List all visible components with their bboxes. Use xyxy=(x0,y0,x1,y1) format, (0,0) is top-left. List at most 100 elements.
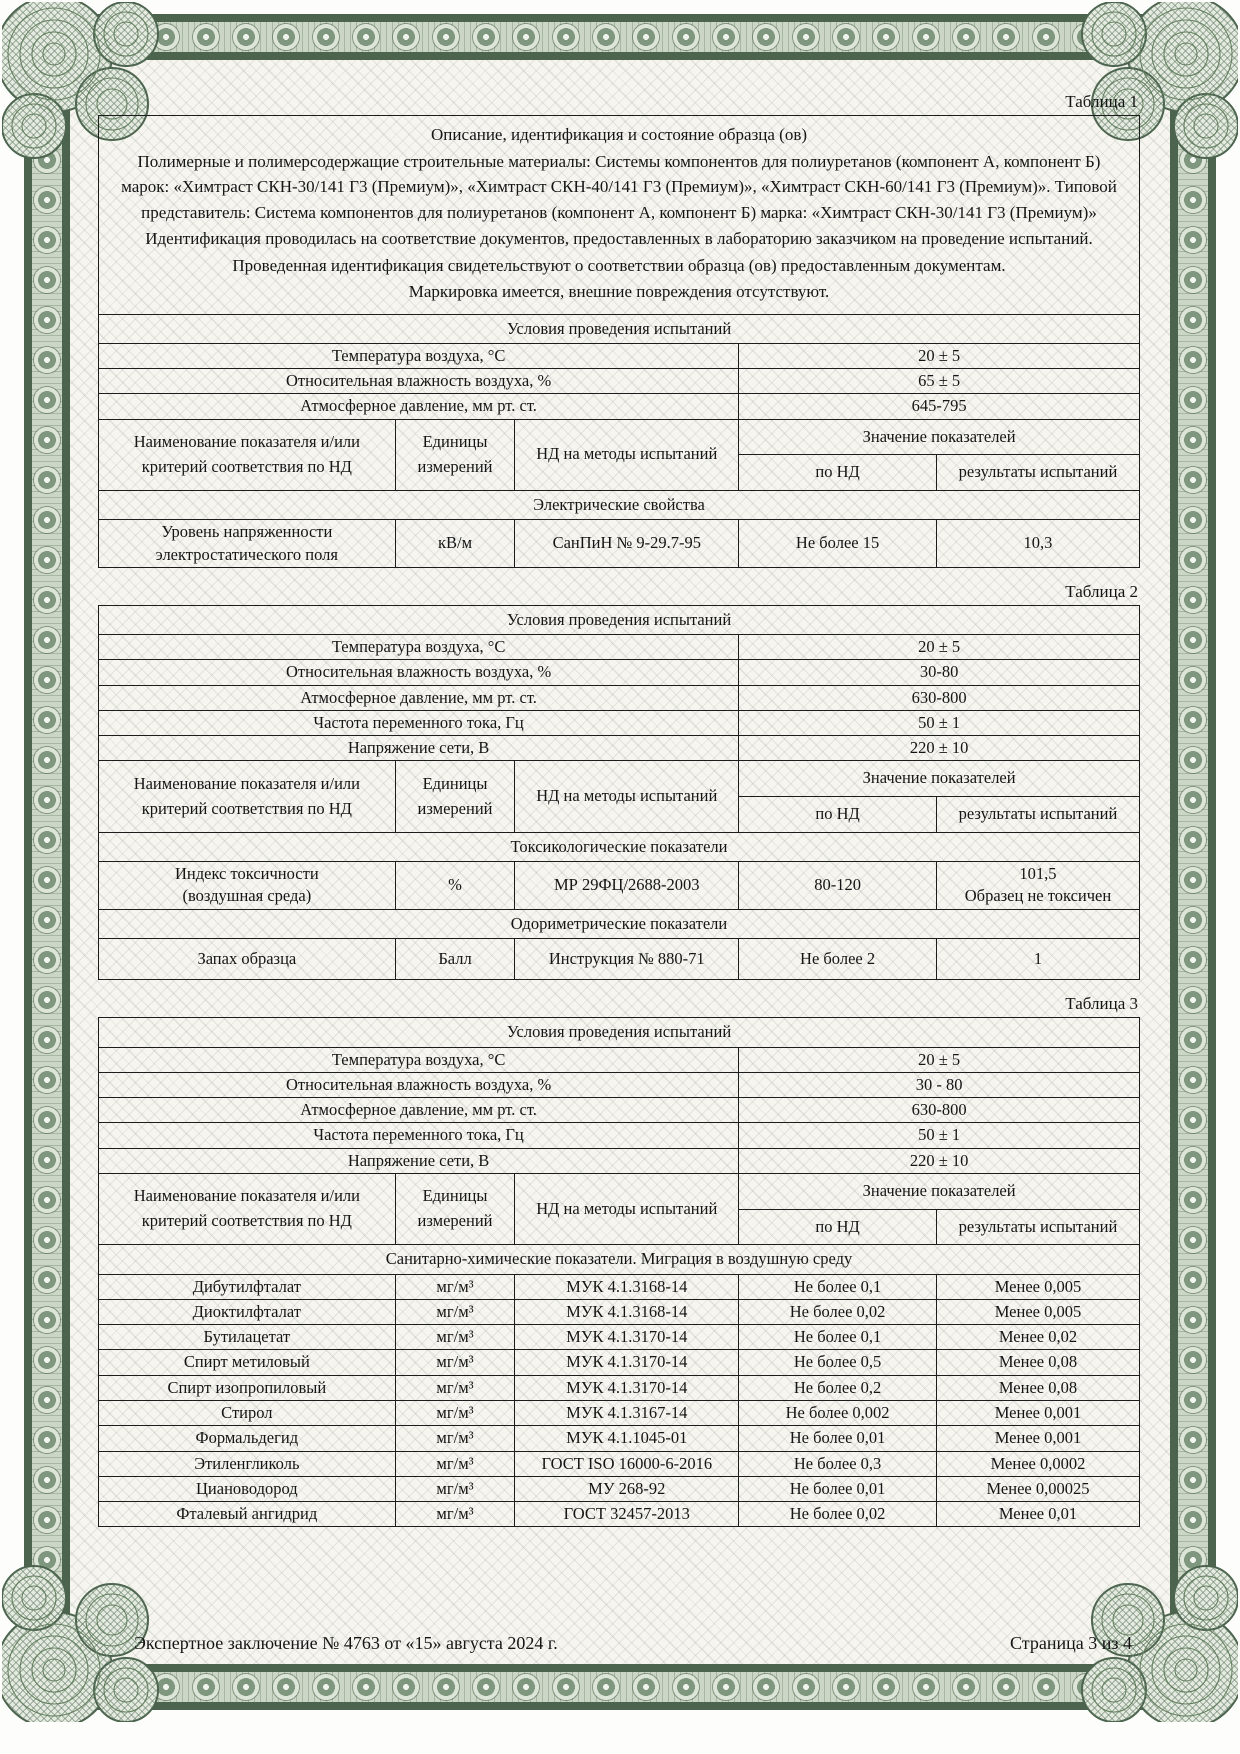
cell-units: мг/м³ xyxy=(394,1298,516,1326)
condition-label: Атмосферное давление, мм рт. ст. xyxy=(97,684,740,711)
document-content: Таблица 1 Описание, идентификация и сост… xyxy=(97,90,1141,1528)
condition-label: Атмосферное давление, мм рт. ст. xyxy=(97,393,740,420)
guilloche-border-right xyxy=(1170,20,1216,1704)
cell-method: МР 29ФЦ/2688-2003 xyxy=(514,861,740,910)
cell-result: Менее 0,00025 xyxy=(935,1475,1141,1503)
cell-units: мг/м³ xyxy=(394,1450,516,1477)
table-row: Относительная влажность воздуха, % 30 - … xyxy=(97,1071,1140,1099)
header-values: Значение показателей xyxy=(738,1172,1140,1210)
table-row: Формальдегид мг/м³ МУК 4.1.1045-01 Не бо… xyxy=(98,1425,1141,1452)
page-footer: Экспертное заключение № 4763 от «15» авг… xyxy=(134,1633,1132,1654)
cell-result: 10,3 xyxy=(935,519,1141,568)
cell-units: % xyxy=(394,861,516,910)
cell-result: 1 xyxy=(935,938,1141,981)
condition-value: 645-795 xyxy=(738,393,1140,420)
table-row: Атмосферное давление, мм рт. ст. 630-800 xyxy=(97,1097,1140,1124)
cell-result: Менее 0,01 xyxy=(935,1501,1141,1528)
table-2: Условия проведения испытаний Температура… xyxy=(97,604,1141,981)
table-row: Напряжение сети, В 220 ± 10 xyxy=(97,1147,1140,1174)
cell-nd: Не более 0,01 xyxy=(738,1475,937,1503)
description-paragraph: Полимерные и полимерсодержащие строитель… xyxy=(121,151,1117,222)
cell-name: Диоктилфталат xyxy=(98,1298,396,1326)
table-row: Условия проведения испытаний xyxy=(98,1017,1140,1048)
table-row: по НД результаты испытаний xyxy=(99,454,1141,492)
header-by-nd: по НД xyxy=(738,454,937,492)
header-results: результаты испытаний xyxy=(935,1208,1141,1246)
table-row: Одориметрические показатели xyxy=(98,908,1140,940)
condition-value: 220 ± 10 xyxy=(738,735,1140,762)
cell-result: Менее 0,001 xyxy=(935,1399,1141,1427)
cell-result: Менее 0,08 xyxy=(935,1374,1141,1401)
cell-method: МУК 4.1.1045-01 xyxy=(514,1425,740,1452)
section-title: Одориметрические показатели xyxy=(98,908,1140,940)
cell-method: ГОСТ 32457-2013 xyxy=(514,1501,740,1528)
cell-units: мг/м³ xyxy=(394,1475,516,1503)
cell-name: Стирол xyxy=(98,1399,396,1427)
table-row: Температура воздуха, °С 20 ± 5 xyxy=(97,1046,1140,1073)
cell-method: МУК 4.1.3168-14 xyxy=(514,1298,740,1326)
condition-value: 50 ± 1 xyxy=(738,709,1140,737)
cell-name: Индекс токсичности (воздушная среда) xyxy=(98,861,396,910)
table-row: Атмосферное давление, мм рт. ст. 630-800 xyxy=(97,684,1140,711)
condition-label: Напряжение сети, В xyxy=(97,735,740,762)
guilloche-border-top xyxy=(26,14,1214,60)
table-row: Электрические свойства xyxy=(98,490,1140,521)
table2-label: Таблица 2 xyxy=(1065,581,1138,601)
table-row: Уровень напряженности электростатическог… xyxy=(98,519,1141,568)
table-row: Наименование показателя и/или критерий с… xyxy=(98,418,1140,492)
table-row: Запах образца Балл Инструкция № 880-71 Н… xyxy=(98,938,1141,981)
cell-nd: Не более 0,002 xyxy=(738,1399,937,1427)
table1-label: Таблица 1 xyxy=(1065,92,1138,111)
cell-name: Спирт изопропиловый xyxy=(98,1374,396,1401)
condition-value: 65 ± 5 xyxy=(738,368,1140,395)
table-row: Стирол мг/м³ МУК 4.1.3167-14 Не более 0,… xyxy=(98,1399,1141,1427)
cell-method: МУ 268-92 xyxy=(514,1475,740,1503)
cell-units: мг/м³ xyxy=(394,1324,516,1351)
table-row: Индекс токсичности (воздушная среда) % М… xyxy=(98,861,1141,910)
guilloche-corner-bottom-left xyxy=(0,1536,188,1729)
conditions-title: Условия проведения испытаний xyxy=(98,604,1140,636)
cell-nd: Не более 0,1 xyxy=(738,1324,937,1351)
sample-description-cell: Описание, идентификация и состояние обра… xyxy=(98,115,1140,315)
header-method: НД на методы испытаний xyxy=(514,760,740,833)
table-row: Условия проведения испытаний xyxy=(98,313,1140,344)
cell-method: МУК 4.1.3170-14 xyxy=(514,1374,740,1401)
cell-result: Менее 0,001 xyxy=(935,1425,1141,1452)
cell-units: Балл xyxy=(394,938,516,981)
header-name: Наименование показателя и/или критерий с… xyxy=(98,1172,396,1246)
condition-label: Температура воздуха, °С xyxy=(97,634,740,661)
table-row: Напряжение сети, В 220 ± 10 xyxy=(97,735,1140,762)
table-row: Этиленгликоль мг/м³ ГОСТ ISO 16000-6-201… xyxy=(98,1450,1141,1477)
condition-label: Температура воздуха, °С xyxy=(97,1046,740,1073)
condition-value: 50 ± 1 xyxy=(738,1122,1140,1149)
cell-name: Уровень напряженности электростатическог… xyxy=(98,519,396,568)
condition-value: 20 ± 5 xyxy=(738,634,1140,661)
cell-units: мг/м³ xyxy=(394,1349,516,1376)
table-row: Частота переменного тока, Гц 50 ± 1 xyxy=(97,709,1140,737)
table-3: Условия проведения испытаний Температура… xyxy=(97,1017,1141,1528)
condition-value: 220 ± 10 xyxy=(738,1147,1140,1174)
cell-units: мг/м³ xyxy=(394,1501,516,1528)
cell-name: Циановодород xyxy=(98,1475,396,1503)
header-results: результаты испытаний xyxy=(935,454,1141,492)
condition-value: 20 ± 5 xyxy=(738,342,1140,370)
cell-method: МУК 4.1.3167-14 xyxy=(514,1399,740,1427)
table-row: Температура воздуха, °С 20 ± 5 xyxy=(97,634,1140,661)
condition-label: Напряжение сети, В xyxy=(97,1147,740,1174)
table-row: Наименование показателя и/или критерий с… xyxy=(98,760,1140,833)
table-row: Относительная влажность воздуха, % 65 ± … xyxy=(97,368,1140,395)
cell-name: Фталевый ангидрид xyxy=(98,1501,396,1528)
guilloche-border-bottom xyxy=(26,1664,1214,1710)
cell-name: Бутилацетат xyxy=(98,1324,396,1351)
table-row: Наименование показателя и/или критерий с… xyxy=(98,1172,1140,1246)
condition-label: Относительная влажность воздуха, % xyxy=(97,368,740,395)
cell-result: Менее 0,0002 xyxy=(935,1450,1141,1477)
header-method: НД на методы испытаний xyxy=(514,1172,740,1246)
table-row: Дибутилфталат мг/м³ МУК 4.1.3168-14 Не б… xyxy=(98,1273,1141,1300)
footer-page-number: Страница 3 из 4 xyxy=(1010,1633,1132,1653)
condition-label: Температура воздуха, °С xyxy=(97,342,740,370)
description-identification: Идентификация проводилась на соответстви… xyxy=(145,229,1093,248)
condition-label: Относительная влажность воздуха, % xyxy=(97,659,740,686)
cell-nd: Не более 2 xyxy=(738,938,937,981)
guilloche-border-left xyxy=(24,20,70,1704)
